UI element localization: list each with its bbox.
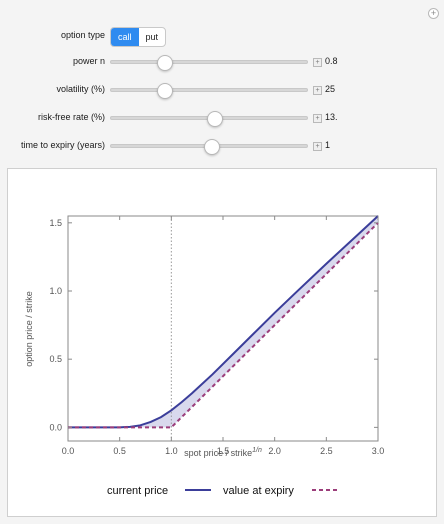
legend: current price value at expiry [107, 485, 340, 497]
power-label: power n [72, 56, 105, 66]
volatility-label: volatility (%) [56, 84, 105, 94]
current-price-line [68, 215, 379, 429]
risk-free-slider[interactable] [110, 111, 308, 127]
volatility-row: volatility (%) + 25 [0, 81, 444, 101]
legend-current-price-label: current price [107, 485, 168, 497]
y-axis-label: option price / strike [24, 291, 34, 367]
expiry-row: time to expiry (years) + 1 [0, 137, 444, 157]
x-tick-label: 3.0 [372, 446, 385, 456]
volatility-slider[interactable] [110, 83, 308, 99]
power-expand-icon[interactable]: + [313, 58, 322, 67]
power-value: 0.8 [325, 56, 338, 66]
x-tick-label: 1.5 [217, 446, 230, 456]
power-slider[interactable] [110, 55, 308, 71]
volatility-expand-icon[interactable]: + [313, 86, 322, 95]
x-tick-label: 2.0 [268, 446, 281, 456]
power-slider-knob[interactable] [157, 55, 173, 71]
x-axis-label: spot price / strike1/n [184, 447, 262, 458]
y-tick-label: 1.5 [49, 218, 62, 228]
option-price-chart: 0.0 0.5 1.0 1.5 2.0 2.5 3.0 0.0 0.5 1.0 1.5 spot … [24, 215, 385, 497]
power-row: power n + 0.8 [0, 53, 444, 73]
option-type-row: option type call put [0, 27, 444, 47]
volatility-slider-knob[interactable] [157, 83, 173, 99]
chart-panel: 0.0 0.5 1.0 1.5 2.0 2.5 3.0 0.0 0.5 1.0 1.5 spot … [7, 168, 437, 517]
risk-free-slider-knob[interactable] [207, 111, 223, 127]
risk-free-expand-icon[interactable]: + [313, 114, 322, 123]
option-call-button[interactable]: call [111, 28, 139, 46]
x-tick-label: 2.5 [320, 446, 333, 456]
risk-free-label: risk-free rate (%) [37, 112, 105, 122]
option-type-toggle[interactable]: call put [110, 27, 167, 47]
y-tick-label: 0.0 [49, 422, 62, 432]
risk-free-row: risk-free rate (%) + 13. [0, 109, 444, 129]
option-put-button[interactable]: put [145, 32, 159, 42]
controls-panel: option type call put power n + 0.8 volat… [0, 0, 444, 165]
risk-free-value: 13. [325, 112, 338, 122]
y-tick-label: 1.0 [49, 286, 62, 296]
x-tick-label: 0.5 [113, 446, 126, 456]
expiry-expand-icon[interactable]: + [313, 142, 322, 151]
expiry-value: 1 [325, 140, 331, 150]
legend-expiry-label: value at expiry [223, 485, 294, 497]
option-type-label: option type [60, 30, 105, 40]
settings-plus-icon[interactable]: + [428, 8, 439, 19]
expiry-slider[interactable] [110, 139, 308, 155]
x-tick-label: 0.0 [62, 446, 75, 456]
x-tick-label: 1.0 [165, 446, 178, 456]
expiry-label: time to expiry (years) [20, 140, 105, 150]
y-tick-label: 0.5 [49, 354, 62, 364]
expiry-slider-knob[interactable] [204, 139, 220, 155]
plot-frame [67, 215, 379, 442]
expiry-value-line [68, 222, 379, 429]
volatility-value: 25 [325, 84, 336, 94]
